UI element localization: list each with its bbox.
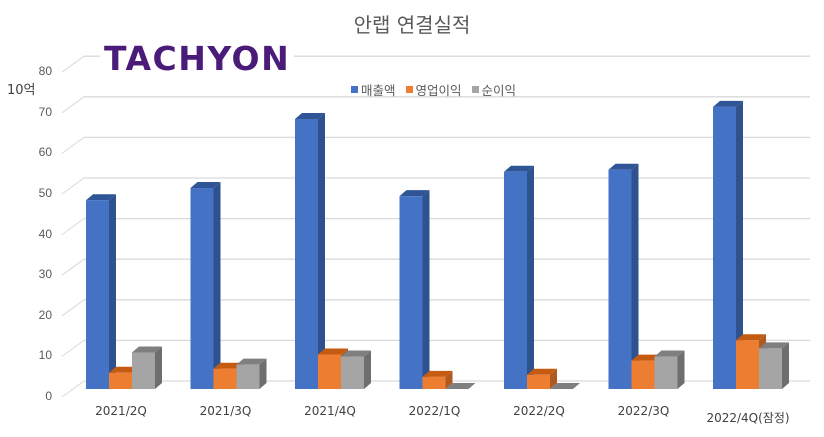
legend-swatch-revenue xyxy=(351,86,358,93)
legend-label: 매출액 xyxy=(361,83,396,98)
chart-title: 안랩 연결실적 xyxy=(353,13,471,37)
x-tick-label: 2021/4Q xyxy=(304,404,356,418)
bar xyxy=(399,190,430,389)
y-tick-label: 20 xyxy=(38,307,52,322)
bar xyxy=(608,163,639,389)
bar xyxy=(86,194,116,389)
x-tick-label: 2021/3Q xyxy=(199,404,252,418)
chart-legend: 매출액 영업이익 순이익 xyxy=(351,80,516,99)
y-tick-label: 10 xyxy=(38,348,52,363)
bar xyxy=(759,342,789,389)
bar xyxy=(236,358,267,389)
x-tick-label: 2022/4Q(잠정) xyxy=(706,411,790,425)
legend-swatch-net-income xyxy=(471,86,479,93)
bar xyxy=(713,100,743,389)
bar xyxy=(341,350,371,389)
legend-item-operating-profit: 영업이익 xyxy=(405,80,462,99)
bar xyxy=(654,350,685,389)
legend-item-revenue: 매출액 xyxy=(351,80,396,99)
y-tick-label: 50 xyxy=(38,186,52,200)
y-tick-label: 40 xyxy=(38,226,52,241)
bar xyxy=(504,165,534,389)
y-tick-label: 80 xyxy=(38,64,52,79)
legend-label: 영업이익 xyxy=(415,83,462,98)
bar xyxy=(550,383,580,389)
legend-item-net-income: 순이익 xyxy=(471,80,517,99)
legend-swatch-operating-profit xyxy=(405,86,413,93)
y-axis-unit-label: 10억 xyxy=(7,83,36,98)
bar xyxy=(132,346,162,389)
bar xyxy=(422,370,453,389)
x-tick-label: 2022/2Q xyxy=(513,404,565,418)
x-tick-label: 2022/1Q xyxy=(408,404,461,418)
y-tick-label: 30 xyxy=(38,267,52,282)
bar xyxy=(190,182,221,389)
legend-label: 순이익 xyxy=(481,83,517,98)
x-tick-label: 2022/3Q xyxy=(617,404,670,418)
x-tick-label: 2021/2Q xyxy=(95,404,147,418)
bar xyxy=(527,368,557,389)
y-tick-label: 0 xyxy=(45,389,52,403)
tachyon-logo: TACHYON xyxy=(100,42,295,76)
bar xyxy=(295,113,325,389)
y-tick-label: 70 xyxy=(38,104,52,119)
bar xyxy=(445,383,476,389)
y-tick-label: 60 xyxy=(38,145,52,160)
